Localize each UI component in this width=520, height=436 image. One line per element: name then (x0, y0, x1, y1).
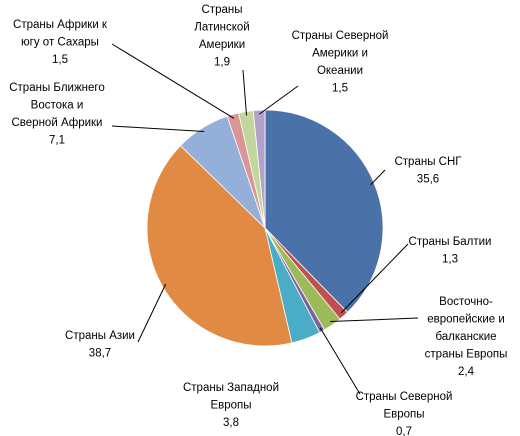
leader-line (330, 317, 419, 323)
slice-label: Страны Западной (183, 382, 279, 394)
slice-label: Страны Северной (356, 391, 453, 403)
slice-label: Европы (210, 400, 251, 412)
leader-line (319, 327, 361, 395)
slice-label: Европы (383, 409, 424, 421)
value-label: 0,7 (396, 426, 412, 436)
slice-label: Латинской (194, 22, 249, 34)
value-label: 1,5 (52, 54, 68, 66)
slice-label: балканские (435, 331, 496, 343)
slice-label: Страны Ближнего (9, 82, 105, 94)
leader-line (111, 43, 235, 119)
value-label: 1,5 (332, 83, 348, 95)
value-label: 7,1 (49, 135, 65, 147)
slice-label: Страны Балтии (409, 236, 492, 248)
value-label: 1,3 (442, 254, 458, 266)
slice-label: Сверной Африки (12, 117, 103, 129)
leader-line (259, 85, 299, 115)
pie-slice (146, 145, 293, 347)
slice-label: Океании (317, 65, 363, 77)
slice-label: Америки (199, 39, 245, 51)
value-label: 3,8 (223, 417, 239, 429)
slice-label: югу от Сахары (21, 37, 99, 49)
leader-line (137, 283, 167, 343)
slice-label: Страны Африки к (13, 19, 108, 31)
slice-label: Страны (202, 4, 243, 16)
slice-label: Америки и (312, 48, 368, 60)
value-label: 38,7 (89, 348, 111, 360)
leader-line (242, 69, 248, 116)
slice-label: Страны Северной (292, 30, 389, 42)
slice-label: страны Европы (425, 349, 508, 361)
slice-label: Востока и (31, 100, 84, 112)
slice-label: Страны СНГ (394, 156, 462, 168)
value-label: 2,4 (458, 366, 475, 378)
leader-line (370, 169, 386, 186)
slice-label: европейские и (427, 314, 505, 326)
slice-label: Восточно- (439, 296, 493, 308)
value-label: 1,9 (214, 57, 230, 69)
leader-line (340, 243, 409, 314)
leader-line (111, 125, 205, 133)
value-label: 35,6 (417, 174, 439, 186)
slice-label: Страны Азии (65, 330, 135, 342)
